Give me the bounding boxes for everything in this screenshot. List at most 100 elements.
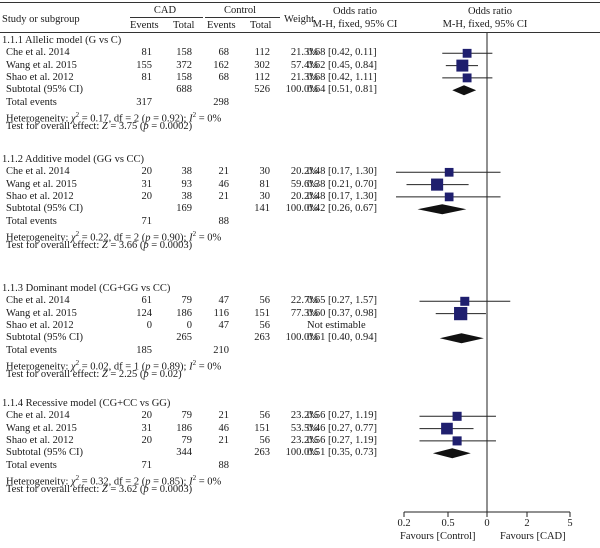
- subtotal-label: Subtotal (95% CI): [6, 84, 83, 96]
- heterogeneity-text: Heterogeneity: χ2 = 0.32, df = 2 (p = 0.…: [6, 473, 222, 488]
- study-events-cad: 20: [141, 410, 153, 422]
- x-tick-label: 0: [484, 518, 489, 529]
- header-top-rule: [0, 2, 600, 3]
- study-or-ci: 0.56 [0.27, 1.19]: [307, 434, 377, 446]
- study-weight: 21.3%: [290, 71, 318, 83]
- plot-title: Odds ratio: [467, 6, 513, 17]
- subtotal-or-ci: 0.64 [0.51, 0.81]: [307, 84, 377, 96]
- study-total-control: 56: [259, 319, 271, 331]
- study-name: Che et al. 2014: [6, 47, 70, 59]
- study-or-ci: 0.60 [0.37, 0.98]: [307, 307, 377, 319]
- study-marker: [452, 436, 462, 446]
- total-events-control: 88: [218, 215, 230, 227]
- or-column-title: Odds ratio: [332, 6, 378, 17]
- heterogeneity-text: Heterogeneity: χ2 = 0.17, df = 2 (p = 0.…: [6, 110, 222, 125]
- subtotal-or-ci: 0.61 [0.40, 0.94]: [307, 332, 377, 344]
- study-total-control: 30: [259, 166, 271, 178]
- study-total-cad: 93: [181, 178, 193, 190]
- study-or-ci: 0.65 [0.27, 1.57]: [307, 295, 377, 307]
- study-or-ci: 0.62 [0.45, 0.84]: [307, 59, 377, 71]
- total-events-label: Total events: [6, 96, 57, 108]
- study-marker: [462, 73, 472, 83]
- subtotal-label: Subtotal (95% CI): [6, 203, 83, 215]
- study-events-control: 21: [218, 166, 230, 178]
- total-events-control: 88: [218, 459, 230, 471]
- study-total-cad: 38: [181, 190, 193, 202]
- study-events-control: 47: [218, 319, 230, 331]
- study-name: Shao et al. 2012: [6, 190, 74, 202]
- study-events-control: 21: [218, 190, 230, 202]
- overall-effect-text: Test for overall effect: Z = 2.25 (p = 0…: [6, 369, 182, 381]
- study-weight: 53.5%: [290, 422, 318, 434]
- study-total-cad: 79: [181, 295, 193, 307]
- subtotal-or-ci: 0.51 [0.35, 0.73]: [307, 447, 377, 459]
- study-weight: 77.3%: [290, 307, 318, 319]
- study-or-ci: 0.38 [0.21, 0.70]: [307, 178, 377, 190]
- study-marker: [444, 167, 454, 177]
- total-events-cad: 71: [141, 215, 153, 227]
- study-events-cad: 0: [146, 319, 152, 331]
- subgroup-title: 1.1.4 Recessive model (CG+CC vs GG): [2, 398, 171, 409]
- study-marker: [444, 192, 454, 202]
- group1-header: CAD: [153, 5, 177, 16]
- total-events-cad: 185: [136, 344, 152, 356]
- plot-method: M-H, fixed, 95% CI: [442, 19, 528, 30]
- study-total-control: 151: [254, 307, 270, 319]
- total-events-control: 298: [213, 96, 229, 108]
- overall-effect-text: Test for overall effect: Z = 3.62 (p = 0…: [6, 484, 193, 496]
- study-marker: [441, 422, 453, 435]
- group1-events-header: Events: [130, 20, 159, 31]
- or-column-method: M-H, fixed, 95% CI: [312, 19, 398, 30]
- subgroup-title: 1.1.2 Additive model (GG vs CC): [2, 154, 145, 165]
- study-events-cad: 81: [141, 71, 153, 83]
- subtotal-total-cad: 344: [176, 447, 192, 459]
- favours-cad-label: Favours [CAD]: [500, 531, 566, 542]
- study-name: Wang et al. 2015: [6, 307, 77, 319]
- study-name: Shao et al. 2012: [6, 434, 74, 446]
- subtotal-total-cad: 169: [176, 203, 192, 215]
- subtotal-label: Subtotal (95% CI): [6, 447, 83, 459]
- study-total-cad: 79: [181, 410, 193, 422]
- study-events-cad: 124: [136, 307, 152, 319]
- group2-total-header: Total: [250, 20, 272, 31]
- study-name: Wang et al. 2015: [6, 422, 77, 434]
- overall-effect-text: Test for overall effect: Z = 3.66 (p = 0…: [6, 240, 193, 252]
- favours-control-label: Favours [Control]: [400, 531, 476, 542]
- study-weight: 23.2%: [290, 434, 318, 446]
- study-events-cad: 61: [141, 295, 153, 307]
- subtotal-diamond: [432, 448, 471, 459]
- subtotal-total-control: 263: [254, 332, 270, 344]
- subtotal-diamond: [452, 85, 477, 96]
- total-events-cad: 71: [141, 459, 153, 471]
- total-events-control: 210: [213, 344, 229, 356]
- subtotal-weight: 100.0%: [285, 203, 318, 215]
- subtotal-total-control: 526: [254, 84, 270, 96]
- study-name: Che et al. 2014: [6, 166, 70, 178]
- group1-header-rule: [130, 17, 203, 18]
- study-marker: [452, 411, 462, 421]
- heterogeneity-text: Heterogeneity: χ2 = 0.02, df = 1 (p = 0.…: [6, 358, 222, 373]
- study-total-cad: 158: [176, 47, 192, 59]
- total-events-label: Total events: [6, 344, 57, 356]
- overall-effect-text: Test for overall effect: Z = 3.75 (p = 0…: [6, 121, 193, 133]
- total-events-label: Total events: [6, 459, 57, 471]
- group2-header: Control: [223, 5, 257, 16]
- study-total-control: 30: [259, 190, 271, 202]
- subtotal-weight: 100.0%: [285, 332, 318, 344]
- study-weight: 22.7%: [290, 295, 318, 307]
- study-total-control: 56: [259, 295, 271, 307]
- study-total-cad: 0: [186, 319, 192, 331]
- study-events-control: 68: [218, 47, 230, 59]
- study-events-control: 68: [218, 71, 230, 83]
- header-bottom-rule: [0, 32, 600, 33]
- study-total-control: 112: [254, 71, 270, 83]
- study-or-ci: Not estimable: [307, 319, 366, 331]
- group1-total-header: Total: [173, 20, 195, 31]
- x-tick-label: 2: [524, 518, 529, 529]
- study-total-cad: 186: [176, 422, 192, 434]
- study-marker: [456, 59, 469, 72]
- weight-header: Weight: [284, 14, 315, 25]
- study-total-cad: 38: [181, 166, 193, 178]
- study-total-cad: 186: [176, 307, 192, 319]
